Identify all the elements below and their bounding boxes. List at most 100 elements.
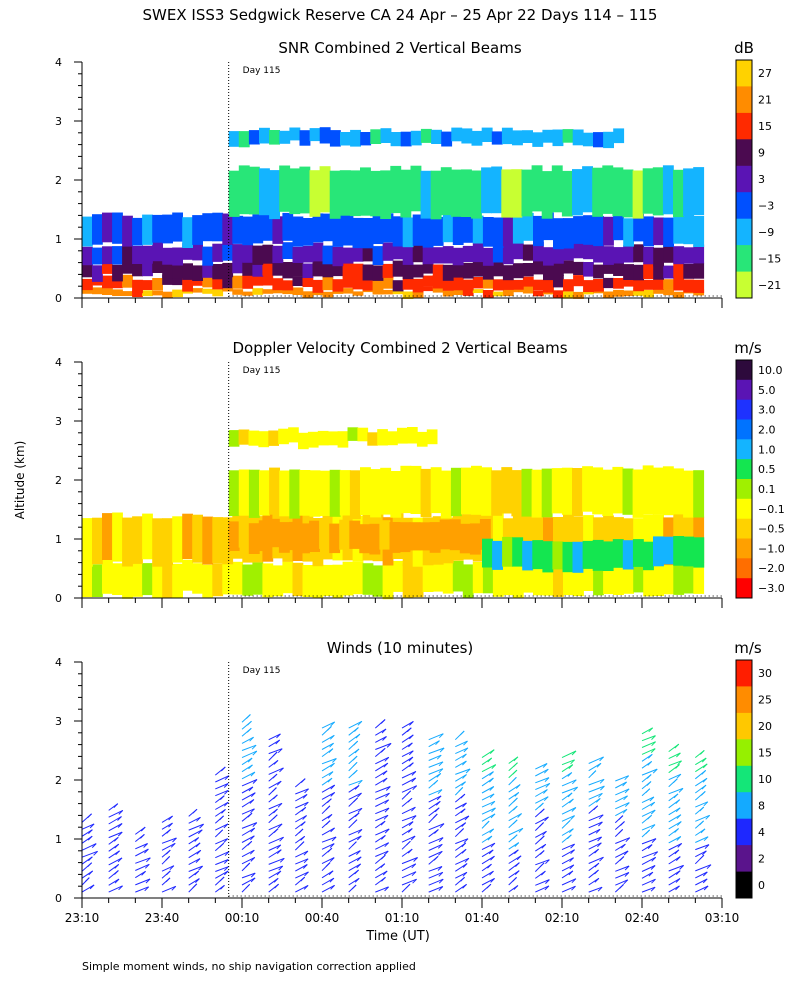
y-tick-label: 4 (55, 356, 62, 369)
heatmap-cell (502, 245, 514, 265)
heatmap-cell (292, 276, 304, 286)
wind-barb (295, 871, 309, 879)
wind-barb-flag (571, 878, 577, 884)
wind-barb-flag (407, 797, 413, 803)
heatmap-cell (360, 167, 371, 216)
heatmap-cell (653, 287, 664, 294)
wind-barb-flag (384, 756, 390, 762)
heatmap-cell (573, 565, 584, 597)
wind-barb-flag (438, 878, 444, 884)
wind-barb-flag (219, 795, 225, 801)
wind-barb-flag (650, 865, 656, 870)
heatmap-cell (212, 243, 224, 262)
wind-barb (375, 807, 390, 815)
heatmap-cell (382, 263, 394, 278)
wind-barb (375, 756, 390, 765)
heatmap-cell (412, 291, 424, 299)
wind-barb (215, 859, 229, 866)
heatmap-cell (633, 213, 644, 242)
wind-barb-flag (675, 807, 681, 813)
wind-barb-flag (491, 764, 497, 769)
wind-barb-flag (192, 883, 198, 889)
wind-barb-flag (386, 743, 392, 748)
wind-barb (108, 885, 123, 893)
wind-barb-flag (438, 886, 444, 891)
wind-barb-flag (166, 829, 171, 834)
heatmap-cell (238, 518, 250, 548)
heatmap-cell (552, 541, 564, 570)
colorbar-label: 8 (758, 799, 765, 812)
heatmap-cell (232, 289, 244, 295)
heatmap-cell (162, 262, 173, 279)
wind-barb-flag (302, 815, 307, 820)
wind-barb-flag (541, 870, 546, 876)
heatmap-cell (481, 127, 493, 142)
wind-barb-flag (646, 781, 652, 786)
wind-barb-flag (458, 787, 464, 792)
heatmap-cell (279, 470, 291, 517)
wind-barb (561, 843, 575, 851)
wind-barb (348, 807, 363, 815)
wind-barb (641, 748, 656, 755)
heatmap-cell (402, 264, 414, 280)
wind-barb (508, 827, 524, 836)
wind-barb-flag (332, 758, 337, 763)
wind-barb-flag (411, 863, 417, 869)
heatmap-cell (573, 261, 584, 275)
heatmap-cell (653, 217, 664, 246)
wind-barb-flag (433, 779, 439, 785)
heatmap-cell (422, 286, 434, 292)
wind-barb-flag (247, 840, 253, 846)
y-tick-label: 3 (55, 415, 62, 428)
heatmap-cell (372, 565, 384, 597)
heatmap-cell (102, 246, 113, 265)
heatmap-cell (132, 217, 143, 246)
heatmap-cell (442, 561, 454, 594)
wind-barb-flag (357, 829, 363, 834)
wind-barb-flag (439, 823, 445, 828)
wind-barb-flag (706, 864, 712, 870)
heatmap-cell (379, 520, 391, 550)
wind-barb (535, 830, 547, 838)
wind-barb-flag (599, 756, 604, 762)
wind-barb (428, 761, 444, 768)
wind-barb-flag (542, 763, 548, 768)
wind-barb-flag (194, 870, 200, 876)
wind-barb (668, 885, 680, 893)
heatmap-cell (633, 244, 644, 263)
wind-barb-flag (248, 764, 253, 770)
wind-barb (268, 739, 280, 748)
heatmap-cell (643, 216, 654, 247)
heatmap-cell (309, 128, 321, 142)
heatmap-cell (182, 278, 193, 292)
wind-barb-flag (298, 828, 304, 834)
wind-barb-flag (702, 850, 707, 856)
velocity-unit-label: m/s (734, 339, 762, 357)
wind-barb-flag (673, 793, 679, 799)
heatmap-cell (222, 213, 234, 245)
heatmap-cell (262, 289, 274, 294)
wind-barb-flag (594, 877, 600, 883)
wind-barb-flag (330, 721, 336, 727)
wind-barb (588, 792, 603, 800)
heatmap-cell (673, 291, 685, 298)
wind-barb (615, 788, 630, 796)
wind-barb (135, 886, 149, 893)
wind-barb-flag (675, 764, 680, 769)
heatmap-cell (278, 428, 289, 445)
wind-barb-flag (382, 770, 388, 776)
wind-barb (481, 855, 495, 865)
heatmap-cell (452, 561, 464, 592)
heatmap-cell (643, 565, 654, 597)
wind-barb (588, 836, 602, 843)
heatmap-cell (298, 432, 309, 450)
heatmap-cell (582, 132, 594, 147)
heatmap-cell (449, 519, 461, 551)
wind-barb-flag (518, 827, 524, 833)
colorbar-swatch (736, 459, 752, 480)
heatmap-cell (602, 541, 614, 571)
heatmap-cell (543, 264, 554, 281)
wind-barb (241, 849, 255, 858)
wind-barb-flag (198, 865, 203, 871)
heatmap-cell (162, 274, 173, 285)
